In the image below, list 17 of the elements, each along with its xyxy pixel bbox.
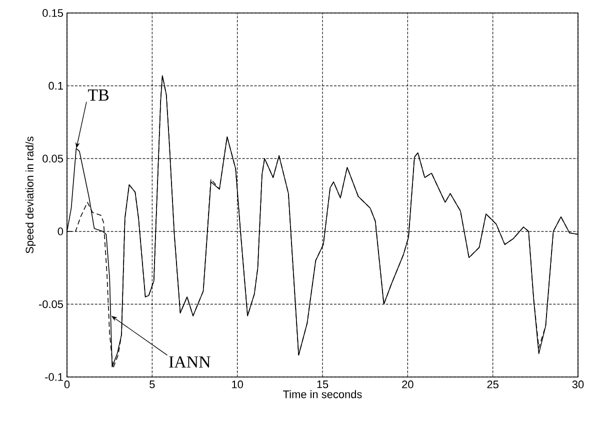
y-tick-label: 0.15 <box>42 9 64 17</box>
annotation: IANN <box>169 356 210 368</box>
y-tick-label: 0.1 <box>48 82 63 90</box>
x-tick-label: 25 <box>487 380 498 388</box>
x-tick-label: 10 <box>232 380 243 388</box>
x-tick-label: 15 <box>317 380 328 388</box>
x-tick-label: 5 <box>150 380 155 388</box>
x-tick-label: 0 <box>64 380 70 388</box>
x-tick-label: 20 <box>402 380 414 388</box>
x-axis-title: Time in seconds <box>283 390 362 398</box>
y-tick-label: -0.1 <box>45 373 63 381</box>
x-tick-label: 30 <box>572 380 584 388</box>
y-axis-title: Speed deviation in rad/s <box>25 136 36 254</box>
y-tick-label: -0.05 <box>38 300 64 308</box>
y-tick-label: 0 <box>58 228 64 236</box>
annotation: TB <box>88 89 109 101</box>
y-tick-label: 0.05 <box>42 154 64 162</box>
